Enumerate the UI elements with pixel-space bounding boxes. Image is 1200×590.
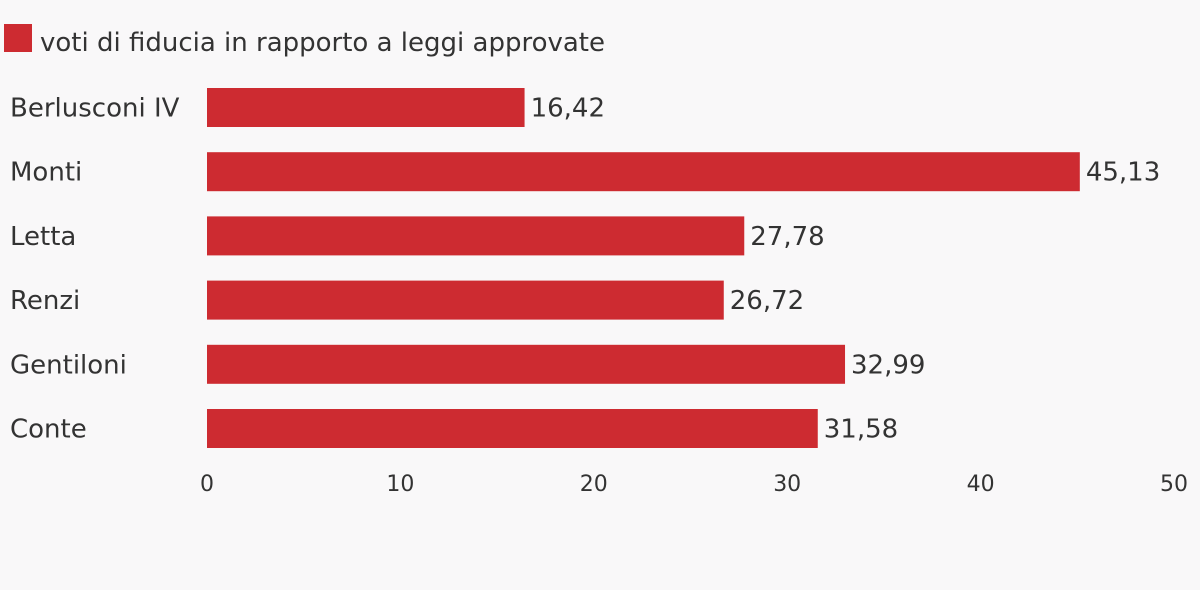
x-tick-label: 20 bbox=[580, 472, 608, 497]
category-label-letta: Letta bbox=[10, 222, 76, 252]
x-axis-ticks: 0 10 20 30 40 50 bbox=[200, 472, 1188, 497]
category-label-conte: Conte bbox=[10, 415, 87, 445]
category-label-monti: Monti bbox=[10, 158, 82, 188]
bar-letta bbox=[207, 216, 745, 256]
bar-berlusconi-iv bbox=[207, 88, 525, 127]
x-tick-label: 0 bbox=[200, 472, 214, 497]
x-tick-label: 40 bbox=[967, 472, 995, 497]
x-tick-label: 10 bbox=[386, 472, 414, 497]
bar-renzi bbox=[207, 280, 724, 320]
bars bbox=[207, 88, 1080, 448]
data-label-berlusconi-iv: 16,42 bbox=[531, 94, 605, 124]
category-labels: Berlusconi IV Monti Letta Renzi Gentiloni Con… bbox=[10, 94, 180, 445]
data-label-gentiloni: 32,99 bbox=[851, 350, 925, 380]
legend-label: voti di fiducia in rapporto a leggi appr… bbox=[40, 28, 605, 58]
data-label-conte: 31,58 bbox=[824, 415, 898, 445]
category-label-renzi: Renzi bbox=[10, 286, 80, 316]
legend: voti di fiducia in rapporto a leggi appr… bbox=[4, 24, 605, 58]
x-tick-label: 50 bbox=[1160, 472, 1188, 497]
data-label-monti: 45,13 bbox=[1086, 158, 1160, 188]
bar-gentiloni bbox=[207, 344, 846, 384]
category-label-gentiloni: Gentiloni bbox=[10, 350, 127, 380]
data-label-renzi: 26,72 bbox=[730, 286, 804, 316]
data-label-letta: 27,78 bbox=[750, 222, 824, 252]
legend-swatch bbox=[4, 24, 32, 52]
x-tick-label: 30 bbox=[773, 472, 801, 497]
bar-conte bbox=[207, 409, 818, 448]
data-labels: 16,42 45,13 27,78 26,72 32,99 31,58 bbox=[531, 94, 1161, 445]
category-label-berlusconi-iv: Berlusconi IV bbox=[10, 94, 180, 124]
bar-monti bbox=[207, 152, 1080, 192]
